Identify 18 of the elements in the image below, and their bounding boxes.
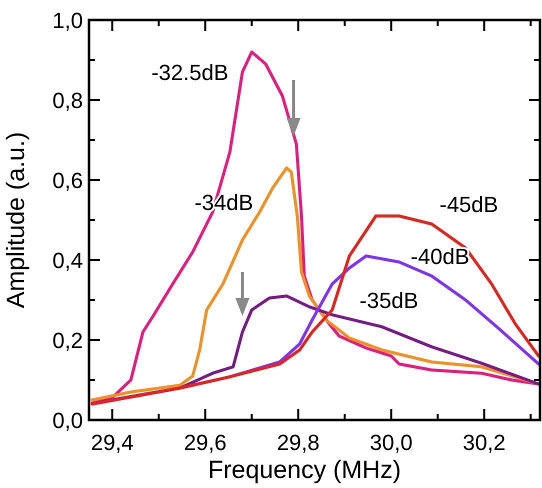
y-tick-label: 0,8 bbox=[52, 88, 83, 113]
y-tick-label: 0,6 bbox=[52, 168, 83, 193]
x-axis-title: Frequency (MHz) bbox=[208, 456, 402, 484]
x-tick-label: 29,8 bbox=[276, 430, 320, 455]
x-tick-label: 29,6 bbox=[184, 430, 227, 455]
series-label: -32.5dB bbox=[151, 60, 228, 85]
x-tick-label: 29,4 bbox=[90, 430, 134, 455]
y-axis-title: Amplitude (a.u.) bbox=[2, 132, 30, 308]
y-tick-label: 1,0 bbox=[52, 8, 83, 33]
y-tick-label: 0,0 bbox=[52, 408, 83, 433]
series-label: -35dB bbox=[360, 288, 418, 313]
x-tick-label: 30,2 bbox=[462, 430, 506, 455]
x-tick-label: 30,0 bbox=[370, 430, 413, 455]
line-series bbox=[90, 214, 540, 406]
series-label: -40dB bbox=[410, 244, 470, 269]
y-tick-label: 0,4 bbox=[52, 248, 83, 273]
series-label: -45dB bbox=[440, 192, 498, 217]
y-tick-label: 0,2 bbox=[52, 328, 83, 353]
